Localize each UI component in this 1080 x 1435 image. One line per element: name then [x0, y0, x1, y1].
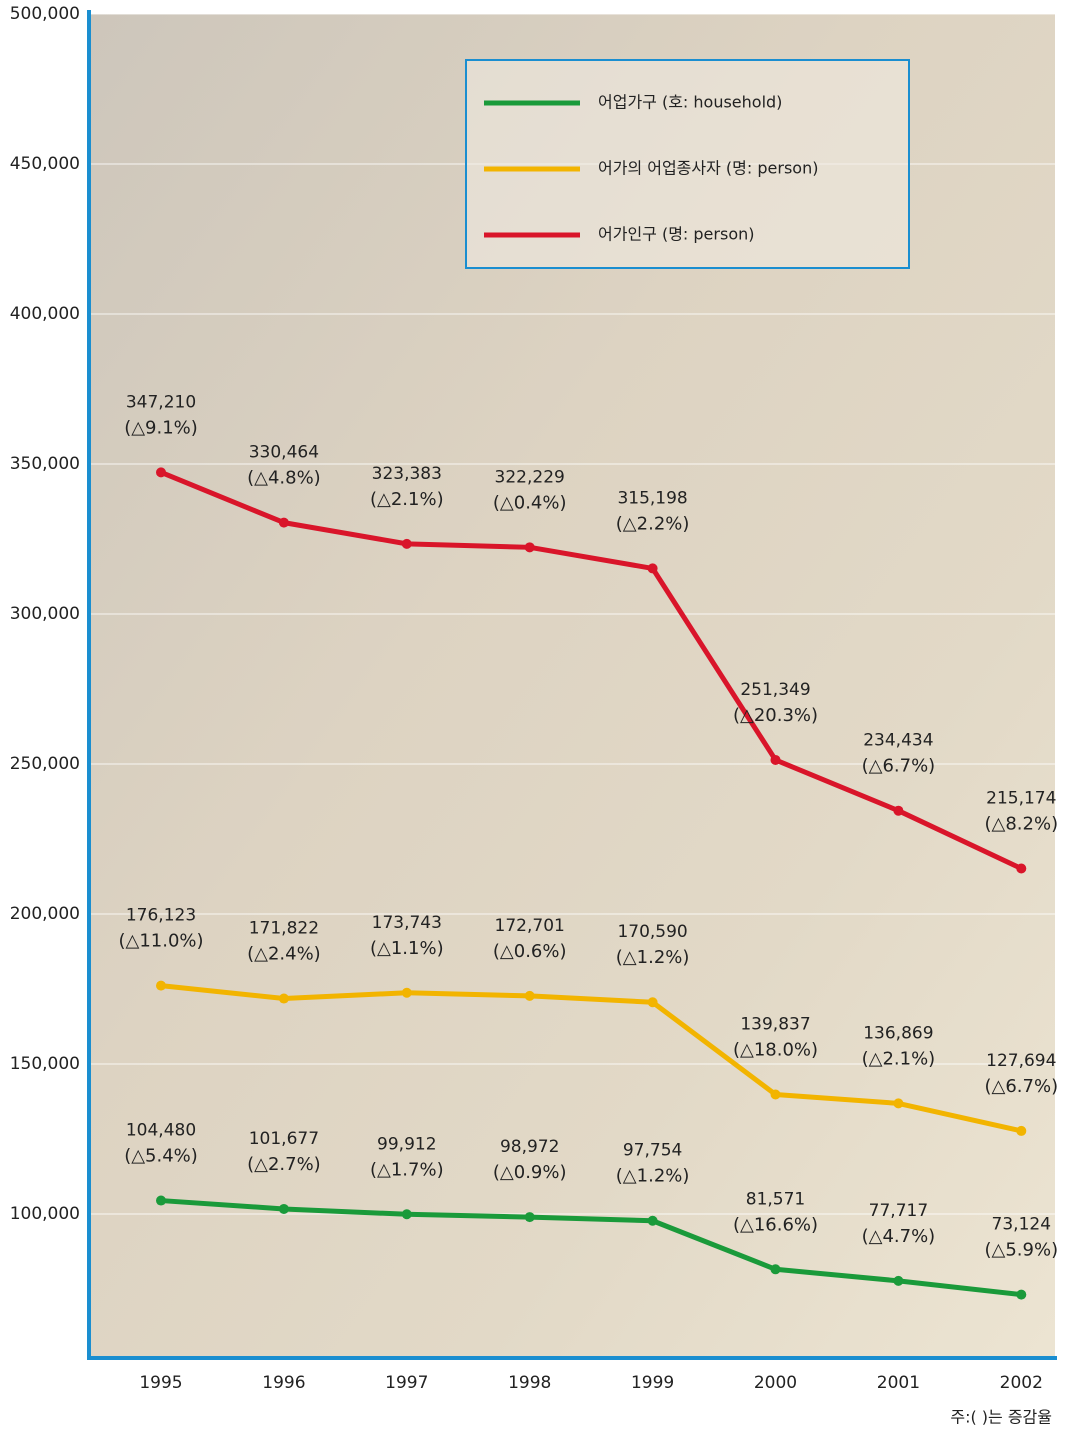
y-tick-label: 350,000: [10, 454, 80, 474]
data-point: [770, 1264, 781, 1275]
data-label: 215,174: [986, 788, 1056, 808]
data-point: [1016, 863, 1027, 874]
data-point: [278, 517, 289, 528]
x-tick-label: 1996: [262, 1373, 305, 1393]
data-label: 330,464: [249, 443, 319, 463]
data-label: 98,972: [500, 1137, 559, 1157]
series-line: [160, 983, 1022, 1134]
data-point: [524, 1212, 535, 1223]
data-label: 97,754: [623, 1141, 682, 1161]
data-label-change: (△0.4%): [493, 492, 567, 513]
data-label-change: (△6.7%): [862, 756, 936, 777]
data-point: [156, 1195, 166, 1206]
y-tick-label: 400,000: [10, 304, 80, 324]
x-tick-label: 1999: [631, 1373, 674, 1393]
data-label-change: (△2.4%): [247, 944, 321, 965]
data-label: 136,869: [863, 1023, 933, 1043]
x-tick-label: 2002: [1000, 1373, 1043, 1393]
data-label-change: (△20.3%): [733, 705, 818, 726]
data-point: [647, 1215, 658, 1226]
data-label: 73,124: [992, 1215, 1051, 1235]
data-label-change: (△0.6%): [493, 941, 567, 962]
data-point: [893, 805, 904, 816]
data-point: [524, 542, 535, 553]
data-label-change: (△18.0%): [733, 1039, 818, 1060]
series-line: [160, 1198, 1022, 1298]
legend-label: 어업가구 (호: household): [598, 93, 782, 112]
data-point: [893, 1275, 904, 1286]
x-tick-label: 1997: [385, 1373, 428, 1393]
footnote: 주:( )는 증감율: [950, 1408, 1052, 1427]
data-label: 77,717: [869, 1201, 928, 1221]
data-label-change: (△1.7%): [370, 1159, 444, 1180]
data-label: 347,210: [126, 392, 196, 412]
y-tick-label: 300,000: [10, 604, 80, 624]
data-label: 127,694: [986, 1051, 1056, 1071]
data-point: [1016, 1125, 1027, 1136]
data-label: 101,677: [249, 1129, 319, 1149]
data-label: 99,912: [377, 1134, 436, 1154]
y-tick-label: 500,000: [10, 4, 80, 24]
data-point: [1016, 1289, 1027, 1300]
data-label-change: (△4.7%): [862, 1226, 936, 1247]
data-label: 323,383: [372, 464, 442, 484]
data-label-change: (△1.2%): [616, 1166, 690, 1187]
data-label: 81,571: [746, 1189, 805, 1209]
data-label-change: (△4.8%): [247, 468, 321, 489]
data-label-change: (△1.2%): [616, 947, 690, 968]
legend-label: 어가의 어업종사자 (명: person): [598, 159, 818, 178]
data-label: 172,701: [495, 916, 565, 936]
data-label: 176,123: [126, 906, 196, 926]
x-tick-label: 2000: [754, 1373, 797, 1393]
data-label-change: (△16.6%): [733, 1214, 818, 1235]
data-label-change: (△5.4%): [124, 1146, 198, 1167]
x-tick-label: 2001: [877, 1373, 920, 1393]
data-label: 251,349: [740, 680, 810, 700]
data-label-change: (△1.1%): [370, 938, 444, 959]
data-point: [401, 538, 412, 549]
x-tick-label: 1998: [508, 1373, 551, 1393]
series-line: [160, 470, 1023, 871]
data-label-change: (△5.9%): [984, 1240, 1058, 1261]
data-point: [278, 1203, 289, 1214]
data-label-change: (△0.9%): [493, 1162, 567, 1183]
data-label-change: (△2.1%): [862, 1048, 936, 1069]
data-point: [156, 467, 166, 478]
y-tick-label: 100,000: [10, 1204, 80, 1224]
y-tick-label: 250,000: [10, 754, 80, 774]
data-label-change: (△2.7%): [247, 1154, 321, 1175]
data-point: [401, 987, 412, 998]
x-tick-label: 1995: [139, 1373, 182, 1393]
data-point: [893, 1098, 904, 1109]
data-label-change: (△9.1%): [124, 417, 198, 438]
data-point: [278, 993, 289, 1004]
data-label-change: (△8.2%): [984, 813, 1058, 834]
data-label: 170,590: [617, 922, 687, 942]
data-label: 173,743: [372, 913, 442, 933]
data-point: [647, 997, 658, 1008]
y-tick-label: 450,000: [10, 154, 80, 174]
data-label: 322,229: [495, 467, 565, 487]
data-point: [524, 990, 535, 1001]
legend-label: 어가인구 (명: person): [598, 225, 755, 244]
data-label: 104,480: [126, 1121, 196, 1141]
data-label: 315,198: [617, 488, 687, 508]
data-point: [156, 980, 166, 991]
data-label: 171,822: [249, 919, 319, 939]
data-label-change: (△11.0%): [118, 931, 203, 952]
data-label: 234,434: [863, 731, 933, 751]
data-label-change: (△2.2%): [616, 513, 690, 534]
data-point: [770, 754, 781, 765]
data-label-change: (△2.1%): [370, 489, 444, 510]
data-label: 139,837: [740, 1014, 810, 1034]
data-label-change: (△6.7%): [984, 1076, 1058, 1097]
y-tick-label: 200,000: [10, 904, 80, 924]
data-point: [401, 1209, 412, 1220]
data-point: [770, 1089, 781, 1100]
y-tick-label: 150,000: [10, 1054, 80, 1074]
data-point: [647, 563, 658, 574]
